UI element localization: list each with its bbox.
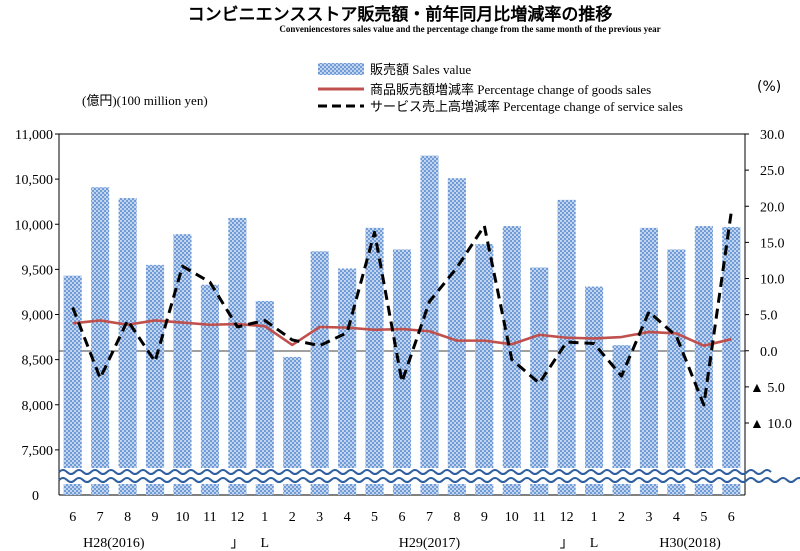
y-right-tick-label-8: ▲ 10.0 [750,417,792,432]
y-left-break-label: 0 [32,489,39,504]
bar-7 [255,300,274,495]
x-tick-label-11: 5 [371,510,378,525]
x-year-label-0: H28(2016) [83,536,145,551]
bar-23 [694,226,713,495]
y-left-tick-label-4: 9,500 [22,263,54,278]
bar-0 [63,275,82,495]
y-left-tick-label-2: 8,500 [22,354,54,369]
legend-bar-label: 販売額 Sales value [370,62,471,77]
axis-break-wave-top [58,469,772,475]
y-right-tick-label-6: 0.0 [760,345,778,360]
x-year-label-3: H29(2017) [399,536,461,551]
legend-goods-label: 商品販売額増減率 Percentage change of goods sale… [370,82,651,97]
x-tick-label-18: 12 [560,510,574,525]
x-tick-label-1: 7 [97,510,104,525]
y-right-tick-label-0: 30.0 [760,128,785,143]
x-tick-label-6: 12 [230,510,244,525]
bar-21 [639,227,659,496]
x-tick-label-19: 1 [591,510,598,525]
x-tick-label-21: 3 [645,510,652,525]
axis-break [58,468,800,484]
x-year-label-2: L [261,536,270,551]
chart-subtitle: Conveniencestores sales value and the pe… [279,24,660,34]
x-year-labels: H28(2016) 」 L H29(2017) 」 L H30(2018) [83,536,721,551]
bar-8 [283,356,302,495]
x-tick-label-14: 8 [453,510,460,525]
x-tick-label-17: 11 [532,510,545,525]
x-tick-label-10: 4 [344,510,351,525]
x-tick-label-8: 2 [289,510,296,525]
x-tick-label-9: 3 [316,510,323,525]
x-year-label-5: L [590,536,599,551]
x-tick-label-12: 6 [399,510,406,525]
y-right-tick-label-5: 5.0 [760,309,778,324]
bar-4 [173,234,192,496]
bar-5 [200,284,219,495]
y-right-ticks: 30.0 25.0 20.0 15.0 10.0 5.0 0.0 ▲ 5.0 ▲ 10.0 [745,128,792,432]
y-left-ticks: 7,500 8,000 8,500 9,000 9,500 10,000 10,500 11,… [15,128,59,504]
bar-2 [118,198,137,495]
bar-20 [612,345,631,495]
bar-17 [530,267,549,495]
bar-24 [722,226,741,495]
x-tick-label-22: 4 [673,510,680,525]
bar-22 [667,249,686,495]
legend: 販売額 Sales value 商品販売額増減率 Percentage chan… [318,62,683,114]
legend-bar-swatch [318,63,364,75]
bar-13 [420,155,439,495]
x-tick-labels: 6 7 8 9 10 11 12 1 2 3 4 5 6 7 8 9 10 11 12 1 2 3 4 5 6 [69,510,735,525]
x-tick-label-20: 2 [618,510,625,525]
y-right-tick-label-7: ▲ 5.0 [750,381,785,396]
axis-break-wave-bottom [58,477,800,483]
bar-6 [228,217,247,495]
y-left-tick-label-0: 7,500 [22,444,54,459]
chart-title: コンビニエンスストア販売額・前年同月比増減率の推移 [188,4,613,25]
x-tick-label-16: 10 [505,510,519,525]
bar-12 [392,249,412,495]
y-left-tick-label-5: 10,000 [15,218,54,233]
bar-14 [447,178,466,495]
y-left-tick-label-1: 8,000 [22,399,54,414]
y-right-tick-label-2: 20.0 [760,200,785,215]
y-right-tick-label-1: 25.0 [760,164,785,179]
bar-19 [585,286,604,495]
bar-10 [338,268,357,495]
x-tick-label-2: 8 [124,510,131,525]
y-right-unit: (%) [757,79,781,95]
x-year-label-6: H30(2018) [659,536,721,551]
x-year-label-1: 」 [230,536,244,551]
axis-break-fill [60,468,744,484]
legend-service-label: サービス売上高増減率 Percentage change of service … [370,99,683,114]
x-tick-label-5: 11 [203,510,216,525]
y-left-tick-label-3: 9,000 [22,309,54,324]
bar-18 [557,199,576,495]
service-series [71,211,733,407]
x-tick-label-15: 9 [481,510,488,525]
y-right-tick-label-4: 10.0 [760,273,785,288]
x-tick-label-0: 6 [69,510,76,525]
x-year-label-4: 」 [560,536,574,551]
bar-9 [310,251,329,495]
bar-3 [145,264,165,495]
x-tick-label-13: 7 [426,510,433,525]
y-left-tick-label-6: 10,500 [15,173,54,188]
bar-11 [365,227,384,496]
y-right-tick-label-3: 15.0 [760,236,785,251]
bar-1 [91,187,110,495]
y-left-tick-label-7: 11,000 [15,128,53,143]
bar-15 [475,244,494,495]
x-tick-label-24: 6 [728,510,735,525]
x-tick-label-7: 1 [261,510,268,525]
x-tick-label-4: 10 [175,510,189,525]
y-left-unit: (億円)(100 million yen) [82,93,208,108]
x-tick-label-3: 9 [152,510,159,525]
x-tick-label-23: 5 [700,510,707,525]
